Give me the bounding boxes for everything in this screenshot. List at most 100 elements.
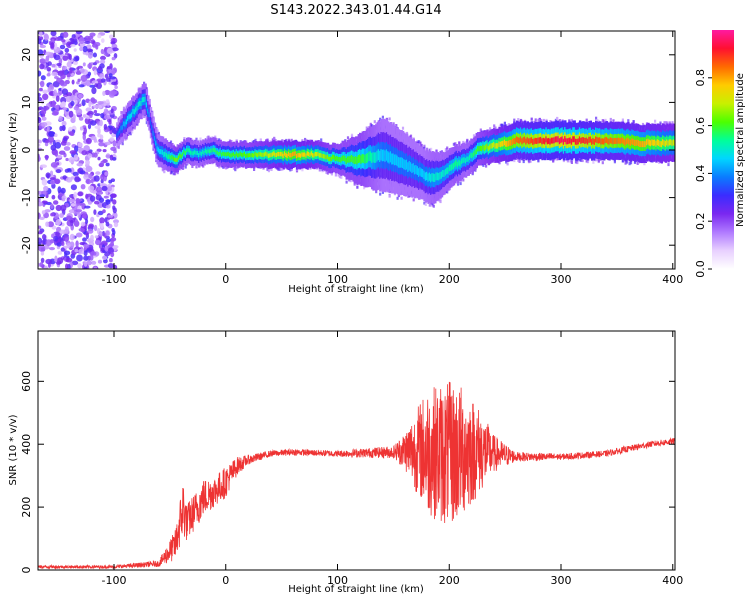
spectrum-ridge-cell [383,149,386,162]
spectrum-ridge-cell [196,151,200,155]
spectrum-ridge-cell [644,141,647,148]
noise-speckle [93,224,98,232]
spectrum-ridge-cell [313,153,316,158]
noise-speckle [87,51,93,59]
spectrum-ridge-cell [118,128,122,134]
spectrum-halo-cell [428,148,431,152]
noise-speckle [69,209,75,213]
spectrum-ridge-cell [305,153,308,158]
noise-speckle [78,248,85,255]
spectrum-ridge-cell [363,154,366,163]
spectrum-ridge-cell [558,138,562,145]
spectrum-ridge-cell [320,153,323,158]
noise-speckle [83,266,88,269]
noise-speckle [69,67,73,74]
spectrum-ridge-cell [235,151,238,156]
spectrum-halo-cell [574,160,578,164]
spectrum-halo-cell [507,123,510,127]
noise-speckle [61,120,67,127]
spectrum-halo-cell [549,120,552,124]
spectrum-halo-cell [581,159,584,163]
noise-speckle [110,240,114,247]
spectrum-halo-cell [446,148,449,152]
spectrum-ridge-cell [202,149,205,154]
noise-speckle [61,125,66,131]
noise-speckle [72,96,77,101]
spectrum-ridge-cell [236,153,240,158]
spectrum-halo-cell [462,140,465,144]
noise-speckle [104,171,109,176]
spectrum-ridge-cell [151,125,154,130]
noise-speckle [101,78,106,83]
noise-speckle [45,139,50,144]
spectrum-ridge-cell [533,138,536,145]
spectrum-halo-cell [127,133,130,136]
spectrum-halo-cell [266,167,269,171]
noise-speckle [40,251,45,256]
spectrum-halo-cell [446,146,449,150]
spectrum-ridge-cell [633,139,637,146]
spectrum-halo-cell [472,134,476,138]
noise-speckle [104,73,109,79]
spectrum-ridge-cell [137,101,141,107]
spectrum-ridge-cell [647,138,650,145]
spectrum-halo-cell [557,157,560,161]
spectrum-ridge-cell [277,151,280,157]
figure-title: S143.2022.343.01.44.G14 [270,3,441,18]
noise-speckle [97,101,104,105]
spectrum-halo-cell [285,138,288,142]
spectrum-ridge-cell [412,163,415,173]
spectrum-ridge-cell [177,155,181,160]
noise-speckle [46,67,52,72]
spectrum-ridge-cell [148,112,151,118]
noise-speckle [41,178,48,186]
spectrum-ridge-cell [451,163,454,170]
spectrum-ridge-cell [367,153,370,163]
noise-speckle [104,252,111,257]
spectrum-ridge-cell [643,141,646,148]
noise-speckle [55,231,60,238]
noise-speckle [84,205,91,209]
spectrum-halo-cell [218,138,221,142]
spectrum-halo-cell [570,161,573,164]
noise-speckle [74,176,81,183]
spectrum-ridge-cell [627,137,630,144]
spectrum-ridge-cell [519,136,523,143]
spectrum-ridge-cell [623,138,626,145]
spectrum-ridge-cell [459,160,462,167]
spectrum-ridge-cell [198,153,201,157]
spectrum-ridge-cell [297,153,300,158]
spectrum-ridge-cell [145,102,149,108]
spectrum-halo-cell [222,165,225,169]
spectrum-ridge-cell [582,137,586,144]
noise-speckle [40,164,47,168]
spectrum-halo-cell [253,168,256,171]
noise-speckle [65,263,69,269]
spectrum-ridge-cell [428,172,432,181]
spectrum-halo-cell [641,122,645,126]
noise-speckle [105,221,110,227]
spectrum-ridge-cell [309,152,312,157]
noise-speckle [106,66,112,70]
noise-speckle [56,77,63,83]
noise-speckle [77,93,83,99]
noise-speckle [54,255,58,263]
noise-speckle [86,48,94,52]
spectrum-halo-cell [273,137,276,141]
spectrum-ridge-cell [301,152,304,157]
spectrum-ridge-cell [603,138,606,145]
noise-speckle [110,108,114,114]
spectrum-halo-cell [350,133,354,137]
spectrum-ridge-cell [447,167,450,174]
spectrum-ridge-cell [577,138,580,145]
spectrum-ridge-cell [332,154,335,160]
noise-speckle [38,231,43,235]
spectrum-ridge-cell [564,136,567,143]
spectrum-ridge-cell [239,151,242,156]
spectrum-ridge-cell [599,137,602,144]
noise-speckle [44,209,51,213]
spectrum-ridge-cell [503,139,507,146]
spectrum-halo-cell [144,114,147,118]
noise-speckle [69,233,75,241]
